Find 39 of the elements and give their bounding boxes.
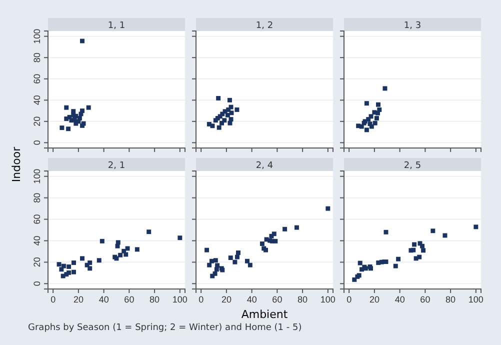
x-tick-label: 80: [446, 294, 456, 304]
x-tick-label: 100: [172, 294, 188, 304]
x-tick-label: 80: [298, 294, 308, 304]
x-tick-label: 40: [246, 294, 257, 304]
chart-title: 2, 4: [256, 161, 274, 171]
y-tick-label: 20: [32, 257, 42, 268]
x-axis-title: Ambient: [241, 308, 288, 321]
x-tick-label: 60: [420, 294, 430, 304]
x-tick-label: 0: [198, 294, 204, 304]
y-tick-label: 0: [32, 140, 42, 146]
x-tick-label: 60: [124, 294, 134, 304]
chart-title: 1, 3: [404, 21, 422, 31]
y-tick-label: 0: [32, 281, 42, 286]
chart-title: 1, 2: [256, 21, 274, 31]
text: Graphs by Season (1 = Spring; 2 = Winter) and Home (1 - 5): [28, 323, 302, 333]
y-tick-label: 80: [32, 52, 42, 63]
chart-title: 2, 5: [404, 161, 422, 171]
y-tick-label: 100: [32, 168, 42, 184]
x-tick-label: 100: [468, 294, 484, 304]
x-tick-label: 20: [221, 294, 232, 304]
x-tick-label: 60: [272, 294, 282, 304]
y-tick-label: 60: [32, 214, 42, 224]
y-axis-title: Indoor: [10, 146, 23, 182]
y-tick-label: 60: [32, 74, 42, 84]
x-tick-label: 40: [98, 294, 109, 304]
chart-title: 1, 1: [108, 21, 126, 31]
x-tick-label: 0: [50, 294, 56, 304]
x-tick-label: 100: [320, 294, 336, 304]
chart-title: 2, 1: [108, 161, 126, 171]
x-tick-label: 0: [346, 294, 352, 304]
y-tick-label: 100: [32, 28, 42, 44]
y-tick-label: 20: [32, 116, 42, 126]
y-tick-label: 80: [32, 192, 42, 203]
x-tick-label: 80: [150, 294, 160, 304]
x-tick-label: 20: [73, 294, 84, 304]
y-tick-label: 40: [32, 95, 42, 106]
x-tick-label: 20: [369, 294, 380, 304]
y-tick-label: 40: [32, 236, 42, 246]
x-tick-label: 40: [394, 294, 405, 304]
